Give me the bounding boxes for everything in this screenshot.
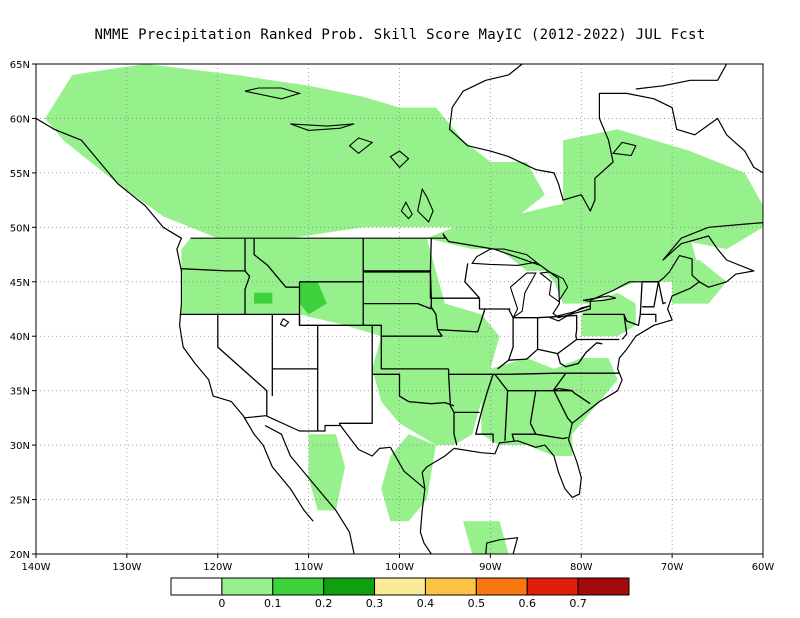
lake-outline: [400, 201, 413, 220]
skill-region-level-1: [463, 521, 509, 554]
state-boundary: [535, 433, 568, 440]
skill-region-level-1: [308, 434, 345, 511]
colorbar-label: 0.7: [569, 597, 587, 610]
state-boundary: [338, 325, 373, 426]
map-title: NMME Precipitation Ranked Prob. Skill Sc…: [94, 27, 706, 43]
lake-outline: [509, 272, 537, 319]
lake-outline: [181, 44, 236, 60]
lat-tick-label: 65N: [10, 60, 30, 71]
lon-tick-label: 140W: [22, 562, 51, 573]
axis-ticks: 140W 130W 120W 110W 100W 90W 80W 70W 60W 20N 25N 30…: [10, 60, 775, 573]
state-boundary: [513, 317, 539, 350]
state-boundary: [508, 348, 558, 361]
skill-region-level-1: [45, 64, 545, 239]
country-border: [190, 233, 700, 319]
lat-tick-label: 30N: [10, 441, 30, 452]
skill-region-level-1: [481, 358, 618, 456]
colorbar-label: 0.5: [468, 597, 486, 610]
lat-tick-label: 20N: [10, 550, 30, 561]
coastline: [264, 424, 355, 554]
colorbar-swatch: [272, 577, 325, 596]
coastline: [448, 64, 582, 201]
skill-shading-layer: [45, 64, 763, 554]
lon-tick-label: 130W: [112, 562, 141, 573]
lake-outline: [348, 137, 374, 155]
state-boundary: [429, 305, 443, 337]
colorbar: 0 0.1 0.2 0.3 0.4 0.5 0.6 0.7: [170, 577, 630, 610]
coastline: [580, 92, 763, 212]
lake-outline: [612, 141, 637, 157]
state-boundary: [372, 373, 455, 407]
colorbar-swatch: [323, 577, 376, 596]
skill-region-level-2: [254, 292, 273, 304]
state-boundary: [244, 238, 251, 315]
skill-region-level-1: [181, 238, 500, 446]
lake-outline: [389, 150, 410, 169]
lon-tick-label: 90W: [479, 562, 502, 573]
lat-tick-label: 60N: [10, 114, 30, 125]
coastline: [635, 64, 728, 90]
state-boundary: [504, 390, 509, 441]
colorbar-label: 0: [218, 597, 225, 610]
state-boundary: [583, 281, 643, 326]
lake-outline: [548, 305, 591, 322]
state-boundary: [464, 263, 480, 299]
state-boundary: [497, 308, 514, 370]
coastline: [36, 117, 314, 522]
colorbar-swatch: [374, 577, 426, 596]
lon-tick-label: 60W: [752, 562, 775, 573]
state-boundary: [657, 281, 667, 305]
state-boundary: [537, 314, 620, 341]
colorbar-label: 0.2: [315, 597, 333, 610]
coastline: [485, 537, 519, 554]
lon-tick-label: 70W: [661, 562, 684, 573]
lon-tick-label: 120W: [203, 562, 232, 573]
colorbar-label: 0.1: [264, 597, 282, 610]
lat-tick-label: 45N: [10, 278, 30, 289]
colorbar-swatch: [221, 577, 274, 596]
state-boundary: [431, 297, 486, 333]
boundaries-layer: [36, 64, 763, 554]
state-boundary: [621, 314, 628, 340]
lat-tick-label: 55N: [10, 169, 30, 180]
colorbar-label: 0.3: [366, 597, 384, 610]
state-boundary: [181, 268, 245, 272]
state-boundary: [363, 302, 432, 310]
state-boundary: [640, 313, 657, 323]
coastline: [421, 222, 763, 498]
state-boundary: [253, 238, 300, 288]
lake-outline: [244, 87, 302, 100]
state-boundary: [493, 372, 620, 375]
state-boundary: [380, 336, 449, 370]
lat-tick-label: 25N: [10, 496, 30, 507]
lake-outline: [471, 248, 541, 266]
state-boundary: [271, 314, 319, 431]
state-boundary: [447, 368, 458, 446]
lake-outline: [583, 295, 616, 302]
lake-outline: [290, 123, 355, 131]
lat-tick-label: 50N: [10, 223, 30, 234]
skill-region-level-2: [299, 281, 327, 315]
lake-outline: [417, 187, 434, 223]
colorbar-swatch: [526, 577, 579, 596]
coastline: [419, 488, 432, 554]
country-border: [244, 415, 426, 490]
state-boundary: [217, 314, 268, 416]
colorbar-label: 0.6: [518, 597, 536, 610]
colorbar-swatch: [577, 577, 630, 596]
lat-tick-label: 40N: [10, 332, 30, 343]
lon-tick-label: 100W: [385, 562, 414, 573]
lon-tick-label: 110W: [294, 562, 323, 573]
colorbar-swatch: [424, 577, 477, 596]
state-boundary: [553, 390, 573, 424]
colorbar-swatch: [475, 577, 528, 596]
state-boundary: [556, 338, 603, 368]
colorbar-swatch: [170, 577, 223, 596]
colorbar-label: 0.4: [417, 597, 435, 610]
lon-tick-label: 80W: [570, 562, 593, 573]
lake-outline: [279, 318, 290, 328]
lat-tick-label: 35N: [10, 387, 30, 398]
state-boundary: [642, 281, 660, 308]
